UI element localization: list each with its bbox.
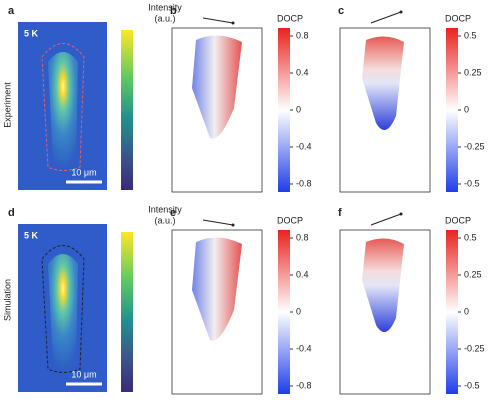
docp-shape: [362, 238, 404, 333]
docp-shape: [362, 36, 404, 131]
colorbar: [121, 232, 133, 392]
temperature: 5 K: [24, 230, 39, 240]
colorbar: [278, 28, 290, 192]
colorbar-tick-label: 0.4: [296, 269, 309, 279]
colorbar-tick-label: -0.4: [296, 141, 312, 151]
colorbar: [278, 230, 290, 394]
colorbar: [446, 28, 458, 192]
colorbar-unit: (a.u.): [154, 13, 175, 23]
colorbar: [121, 30, 133, 190]
polarization-arrow: [370, 11, 402, 24]
panel-label: a: [8, 5, 15, 17]
colorbar-tick-label: 0.5: [464, 30, 477, 40]
polarization-arrow: [370, 213, 402, 226]
temperature: 5 K: [24, 28, 39, 38]
colorbar-tick-label: -0.5: [464, 380, 480, 390]
colorbar-title: DOCP: [277, 13, 303, 23]
colorbar-unit: (a.u.): [154, 215, 175, 225]
emission-shape: [48, 52, 78, 167]
arrow-head: [231, 21, 235, 25]
colorbar-title: DOCP: [277, 215, 303, 225]
docp-shape: [192, 237, 242, 341]
arrow-head: [231, 223, 235, 227]
arrow-head: [399, 212, 403, 216]
panel-label: f: [338, 207, 342, 219]
colorbar-tick-label: 0.8: [296, 30, 309, 40]
panel-label: d: [8, 207, 15, 219]
colorbar-tick-label: 0: [464, 306, 469, 316]
panel-label: e: [170, 207, 176, 219]
colorbar-tick-label: -0.8: [296, 178, 312, 188]
colorbar-tick-label: 0: [296, 104, 301, 114]
colorbar-tick-label: -0.25: [464, 343, 485, 353]
outline: [41, 245, 85, 373]
colorbar-tick-label: 0: [296, 306, 301, 316]
outline: [41, 43, 85, 171]
docp-shape: [192, 35, 242, 139]
colorbar-tick-label: -0.8: [296, 380, 312, 390]
colorbar-tick-label: 0.5: [464, 232, 477, 242]
colorbar-title: Intensity: [148, 2, 182, 12]
arrow-head: [399, 10, 403, 14]
colorbar-tick-label: 0.25: [464, 269, 482, 279]
colorbar-tick-label: 0.4: [296, 67, 309, 77]
colorbar-tick-label: 0.8: [296, 232, 309, 242]
panel-label: c: [338, 5, 344, 17]
panel-label: b: [170, 5, 177, 17]
colorbar-title: DOCP: [445, 215, 471, 225]
colorbar-tick-label: 0.25: [464, 67, 482, 77]
scale-label: 10 μm: [71, 369, 96, 379]
colorbar: [446, 230, 458, 394]
colorbar-title: DOCP: [445, 13, 471, 23]
scale-label: 10 μm: [71, 167, 96, 177]
colorbar-tick-label: -0.25: [464, 141, 485, 151]
colorbar-title: Intensity: [148, 204, 182, 214]
row-label: Experiment: [2, 82, 12, 128]
colorbar-tick-label: 0: [464, 104, 469, 114]
polarization-arrow: [202, 219, 234, 226]
emission-shape: [48, 254, 78, 369]
polarization-arrow: [202, 17, 234, 24]
row-label: Simulation: [2, 279, 12, 321]
colorbar-tick-label: -0.4: [296, 343, 312, 353]
colorbar-tick-label: -0.5: [464, 178, 480, 188]
